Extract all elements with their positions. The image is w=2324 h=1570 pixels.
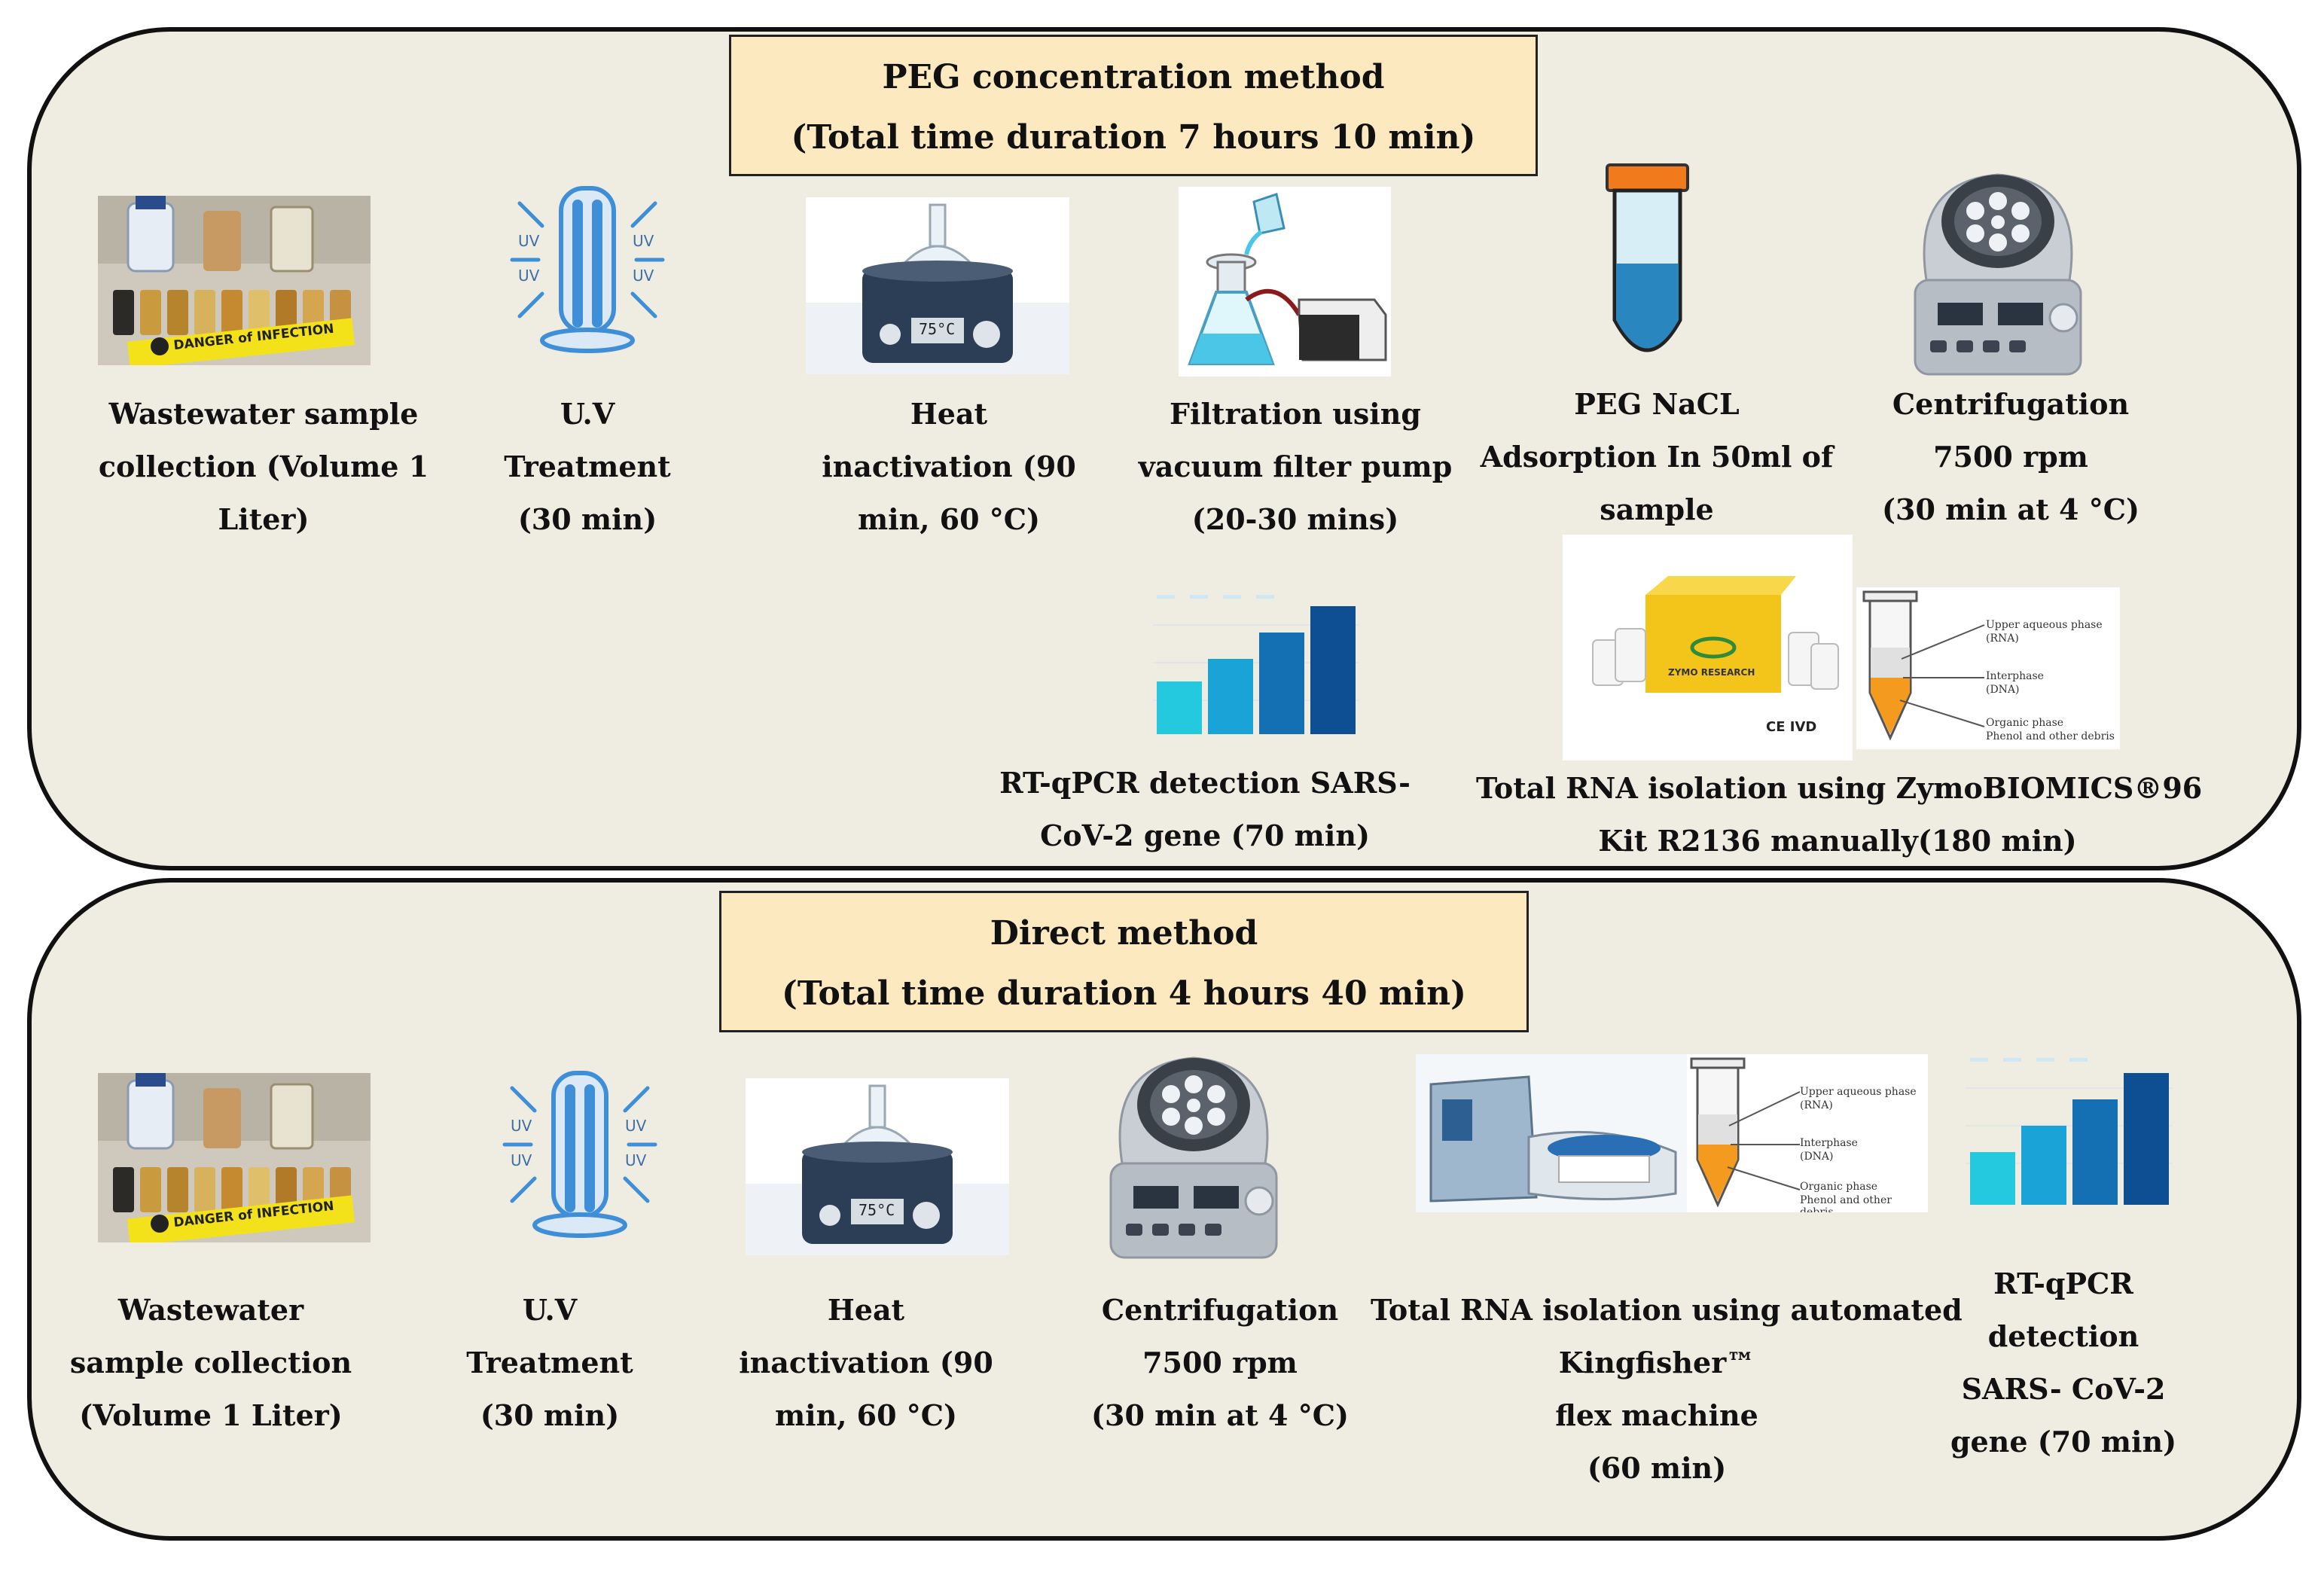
caption-peg-nacl: PEG NaCL Adsorption In 50ml of sample bbox=[1480, 387, 1834, 526]
phase-label: Interphase bbox=[1986, 670, 2044, 682]
direct-duration: (Total time duration 4 hours 40 min) bbox=[782, 974, 1466, 1013]
bath-display: 75°C bbox=[859, 1201, 895, 1219]
peg-duration: (Total time duration 7 hours 10 min) bbox=[791, 118, 1476, 157]
phase-label: Phenol and other debris bbox=[1986, 730, 2115, 742]
uv-label: UV bbox=[633, 232, 654, 250]
zymo-kit-icon: ZYMO RESEARCH CE IVD bbox=[1563, 535, 1853, 761]
phase-label: Upper aqueous phase bbox=[1800, 1086, 1917, 1098]
caption-filtration: Filtration using vacuum filter pump (20-… bbox=[1138, 397, 1453, 536]
phase-label: Upper aqueous phase bbox=[1986, 619, 2103, 631]
phase-label: Phenol and other debris bbox=[1800, 1194, 1892, 1212]
phase-label: (RNA) bbox=[1800, 1099, 1833, 1111]
caption-heat-inactivation: Heat inactivation (90 min, 60 °C) bbox=[822, 397, 1076, 536]
caption-wastewater-collection: Wastewater sample collection (Volume 1 L… bbox=[98, 397, 429, 536]
uv-lamp-icon: UV UV UV UV bbox=[490, 1065, 670, 1239]
uv-label: UV bbox=[633, 267, 654, 285]
uv-label: UV bbox=[518, 267, 540, 285]
peg-title: PEG concentration method bbox=[882, 58, 1385, 96]
caption-uv-treatment: U.V Treatment (30 min) bbox=[466, 1293, 633, 1432]
ce-mark: CE IVD bbox=[1766, 719, 1817, 735]
kingfisher-machine-icon bbox=[1416, 1054, 1687, 1212]
water-bath-icon: 75°C bbox=[746, 1078, 1009, 1255]
uv-label: UV bbox=[511, 1151, 532, 1169]
water-bath-icon: 75°C bbox=[806, 197, 1069, 374]
centrifuge-icon bbox=[1099, 1050, 1288, 1261]
vacuum-filter-pump-icon bbox=[1179, 187, 1391, 376]
phase-separation-tube-icon: Upper aqueous phase (RNA) Interphase (DN… bbox=[1856, 587, 2120, 749]
phase-label: Organic phase bbox=[1986, 717, 2064, 729]
phase-label: Interphase bbox=[1800, 1137, 1858, 1149]
centrifuge-icon bbox=[1904, 167, 2092, 378]
peg-tube-icon bbox=[1604, 162, 1691, 373]
caption-rtqpcr: RT-qPCR detection SARS- CoV-2 gene (70 m… bbox=[1950, 1267, 2177, 1459]
phase-separation-tube-icon: Upper aqueous phase (RNA) Interphase (DN… bbox=[1687, 1054, 1928, 1212]
uv-lamp-icon: UV UV UV UV bbox=[497, 181, 678, 354]
bath-display: 75°C bbox=[919, 320, 956, 338]
caption-rna-isolation-zymo: Total RNA isolation using ZymoBIOMICS®96… bbox=[1476, 771, 2203, 858]
caption-centrifugation: Centrifugation 7500 rpm (30 min at 4 °C) bbox=[1091, 1293, 1349, 1432]
uv-label: UV bbox=[625, 1151, 647, 1169]
caption-rtqpcr: RT-qPCR detection SARS- CoV-2 gene (70 m… bbox=[999, 766, 1411, 852]
uv-label: UV bbox=[511, 1117, 532, 1135]
phase-label: (RNA) bbox=[1986, 633, 2019, 645]
wastewater-sample-bottles-icon: DANGER of INFECTION bbox=[98, 196, 371, 365]
peg-title-box: PEG concentration method (Total time dur… bbox=[729, 35, 1538, 176]
bar-chart-icon bbox=[1958, 1050, 2176, 1216]
phase-label: (DNA) bbox=[1800, 1151, 1834, 1163]
bar-chart-icon bbox=[1145, 587, 1363, 745]
caption-rna-isolation-kingfisher: Total RNA isolation using automated King… bbox=[1371, 1293, 1963, 1485]
uv-label: UV bbox=[625, 1117, 647, 1135]
caption-uv-treatment: U.V Treatment (30 min) bbox=[504, 397, 671, 536]
direct-title: Direct method bbox=[990, 914, 1258, 953]
phase-label: Organic phase bbox=[1800, 1181, 1878, 1193]
caption-heat-inactivation: Heat inactivation (90 min, 60 °C) bbox=[739, 1293, 993, 1432]
uv-label: UV bbox=[518, 232, 540, 250]
caption-wastewater-collection: Wastewater sample collection (Volume 1 L… bbox=[69, 1293, 352, 1432]
zymo-brand: ZYMO RESEARCH bbox=[1668, 667, 1755, 678]
wastewater-sample-bottles-icon: DANGER of INFECTION bbox=[98, 1073, 371, 1242]
direct-title-box: Direct method (Total time duration 4 hou… bbox=[719, 891, 1529, 1032]
phase-label: (DNA) bbox=[1986, 684, 2020, 696]
caption-centrifugation: Centrifugation 7500 rpm (30 min at 4 °C) bbox=[1882, 387, 2139, 526]
